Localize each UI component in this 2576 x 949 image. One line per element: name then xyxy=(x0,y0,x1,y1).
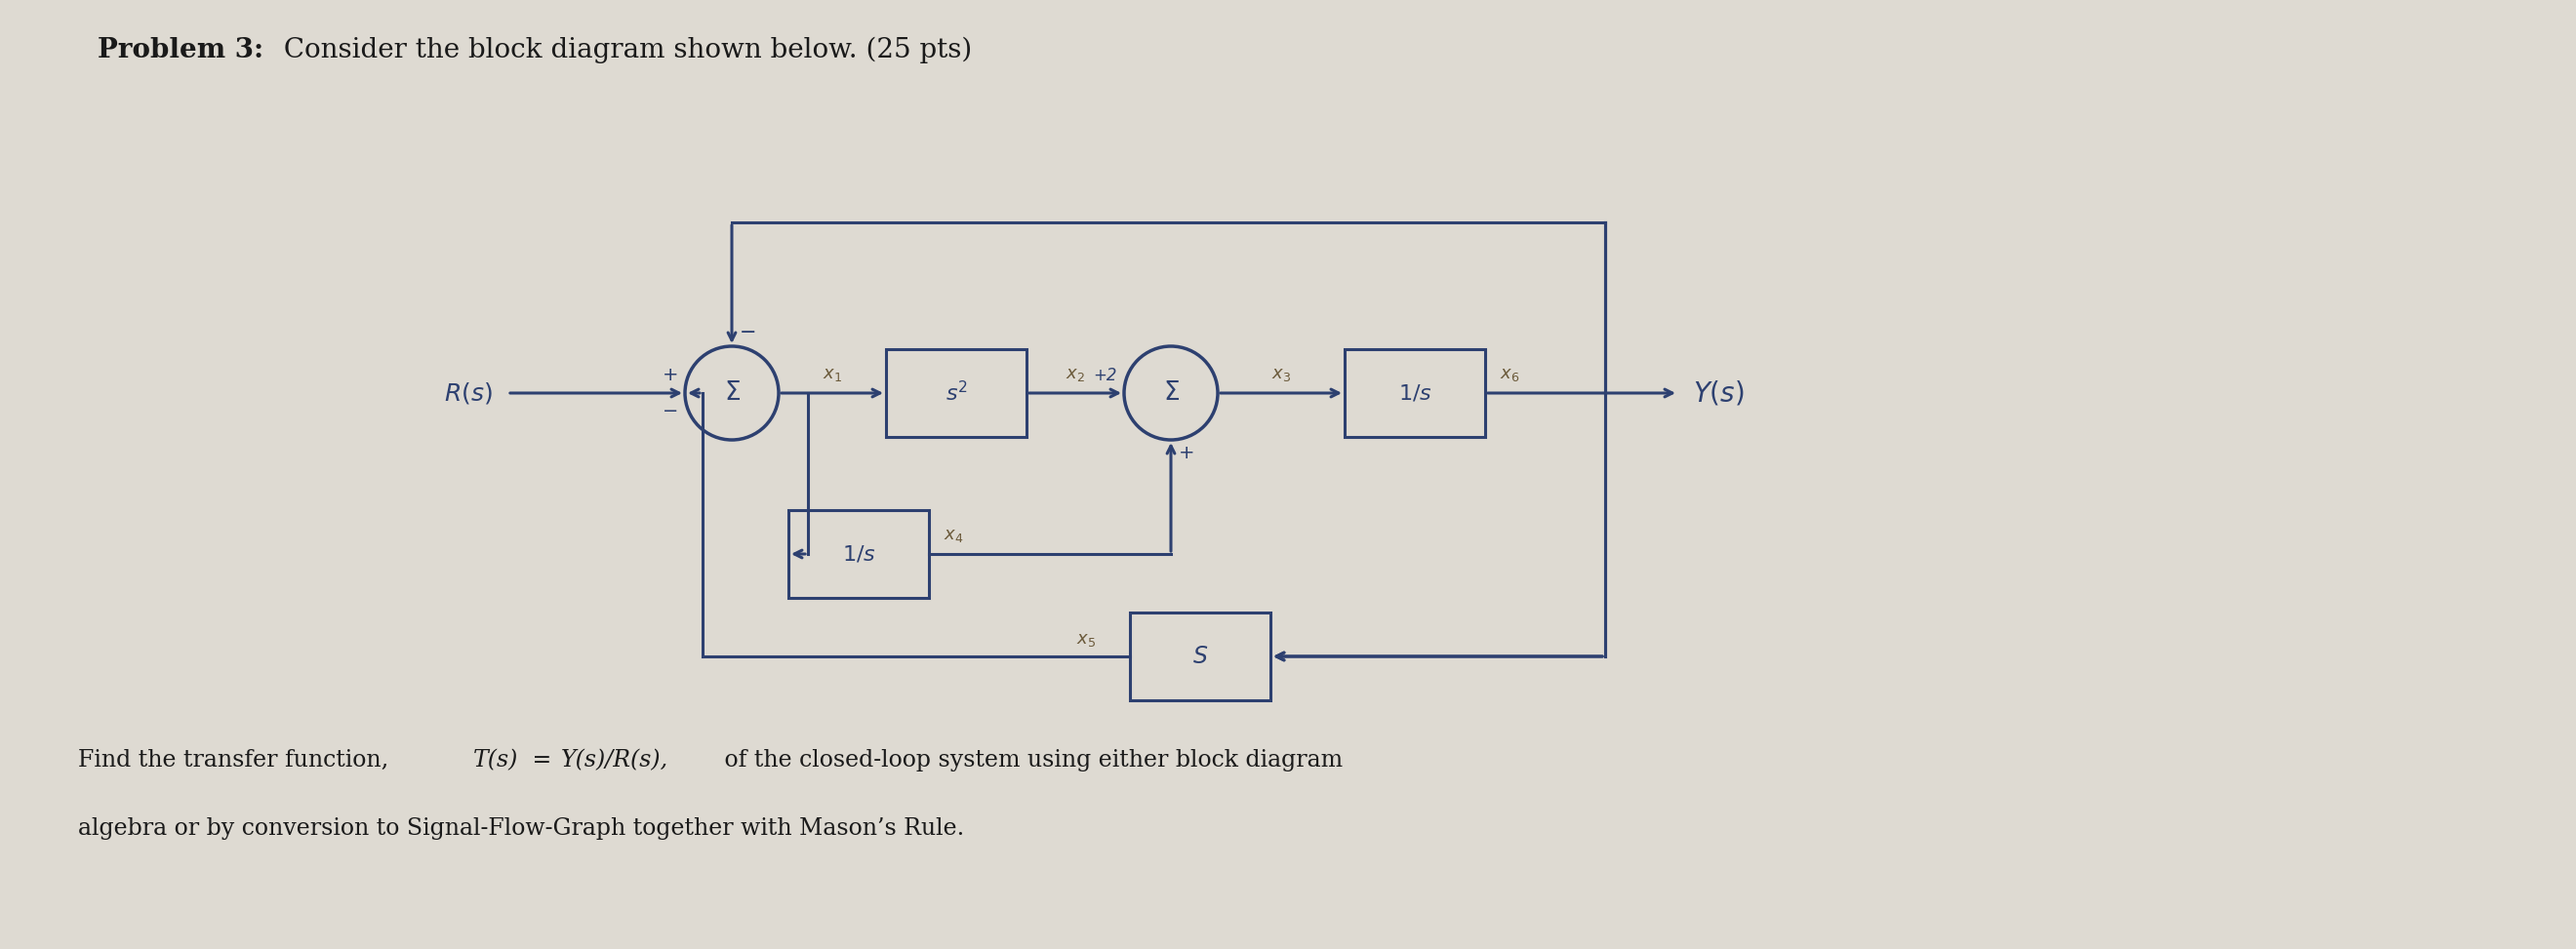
Text: $\Sigma$: $\Sigma$ xyxy=(724,381,739,406)
Text: Y(s)/R(s),: Y(s)/R(s), xyxy=(562,749,670,772)
Text: $1/s$: $1/s$ xyxy=(1399,382,1432,403)
Text: $x_2$: $x_2$ xyxy=(1066,365,1084,383)
Text: $1/s$: $1/s$ xyxy=(842,544,876,565)
Text: $Y(s)$: $Y(s)$ xyxy=(1692,379,1744,407)
Text: +: + xyxy=(662,366,677,384)
Text: $x_3$: $x_3$ xyxy=(1273,365,1291,383)
Bar xyxy=(1345,349,1486,437)
Text: $S$: $S$ xyxy=(1193,644,1208,668)
Text: Find the transfer function,: Find the transfer function, xyxy=(77,749,397,772)
Text: $x_1$: $x_1$ xyxy=(822,365,842,383)
Text: −: − xyxy=(662,401,677,419)
Text: =: = xyxy=(526,749,559,772)
Text: algebra or by conversion to Signal-Flow-Graph together with Mason’s Rule.: algebra or by conversion to Signal-Flow-… xyxy=(77,817,963,840)
Bar xyxy=(1131,612,1270,700)
Text: +: + xyxy=(1180,444,1195,462)
Text: Consider the block diagram shown below. (25 pts): Consider the block diagram shown below. … xyxy=(276,37,971,64)
Text: $x_5$: $x_5$ xyxy=(1077,631,1095,648)
Bar xyxy=(788,511,930,598)
Text: of the closed-loop system using either block diagram: of the closed-loop system using either b… xyxy=(716,749,1342,772)
Text: $x_6$: $x_6$ xyxy=(1499,365,1520,383)
Text: $s^2$: $s^2$ xyxy=(945,381,969,405)
Text: T(s): T(s) xyxy=(474,749,518,772)
Text: $R(s)$: $R(s)$ xyxy=(443,381,492,406)
Text: +2: +2 xyxy=(1092,366,1118,384)
Text: $\Sigma$: $\Sigma$ xyxy=(1162,381,1180,406)
Text: $x_4$: $x_4$ xyxy=(943,527,963,544)
Text: −: − xyxy=(739,323,757,343)
Bar xyxy=(886,349,1025,437)
Text: Problem 3:: Problem 3: xyxy=(98,37,263,64)
